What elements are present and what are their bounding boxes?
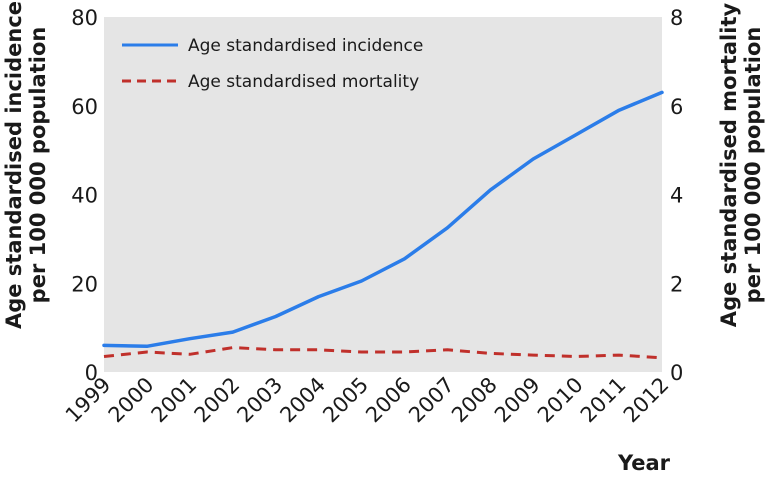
legend: Age standardised incidence Age standardi… bbox=[122, 36, 423, 92]
x-tick-label: 2002 bbox=[190, 373, 245, 428]
y-right-tick-label: 4 bbox=[670, 184, 683, 208]
y-left-tick-label: 20 bbox=[71, 272, 98, 296]
y-left-tick-label: 40 bbox=[71, 184, 98, 208]
legend-label-incidence: Age standardised incidence bbox=[188, 36, 423, 56]
x-tick-label: 2003 bbox=[232, 373, 287, 428]
x-tick-label: 2005 bbox=[318, 373, 373, 428]
x-tick-label: 2008 bbox=[447, 373, 502, 428]
x-tick-label: 2000 bbox=[104, 373, 159, 428]
x-tick-label: 2004 bbox=[275, 373, 330, 428]
x-tick-label: 2012 bbox=[619, 373, 674, 428]
x-tick-label: 2009 bbox=[490, 373, 545, 428]
x-tick-label: 2006 bbox=[361, 373, 416, 428]
x-tick-label: 2010 bbox=[533, 373, 588, 428]
series-line-incidence bbox=[102, 90, 664, 349]
y-right-tick-label: 0 bbox=[670, 361, 683, 385]
y-right-tick-label: 2 bbox=[670, 272, 683, 296]
y-left-tick-label: 80 bbox=[71, 6, 98, 30]
y-axis-left-title-line2: per 100 000 population bbox=[26, 27, 50, 304]
x-tick-label: 2007 bbox=[404, 373, 459, 428]
y-axis-right-title: Age standardised mortality bbox=[717, 3, 741, 328]
x-tick-label: 2001 bbox=[147, 373, 202, 428]
y-left-tick-label: 60 bbox=[71, 95, 98, 119]
y-right-tick-label: 8 bbox=[670, 6, 683, 30]
y-axis-right-title-line2: per 100 000 population bbox=[741, 27, 765, 304]
series-line-mortality bbox=[103, 346, 663, 360]
plot-background bbox=[104, 17, 662, 372]
x-axis-title: Year bbox=[617, 451, 671, 475]
y-right-tick-label: 6 bbox=[670, 95, 683, 119]
y-left-tick-label: 0 bbox=[85, 361, 98, 385]
y-axis-left-title: Age standardised incidence bbox=[2, 1, 26, 329]
legend-label-mortality: Age standardised mortality bbox=[188, 72, 419, 92]
x-tick-label: 2011 bbox=[576, 373, 631, 428]
